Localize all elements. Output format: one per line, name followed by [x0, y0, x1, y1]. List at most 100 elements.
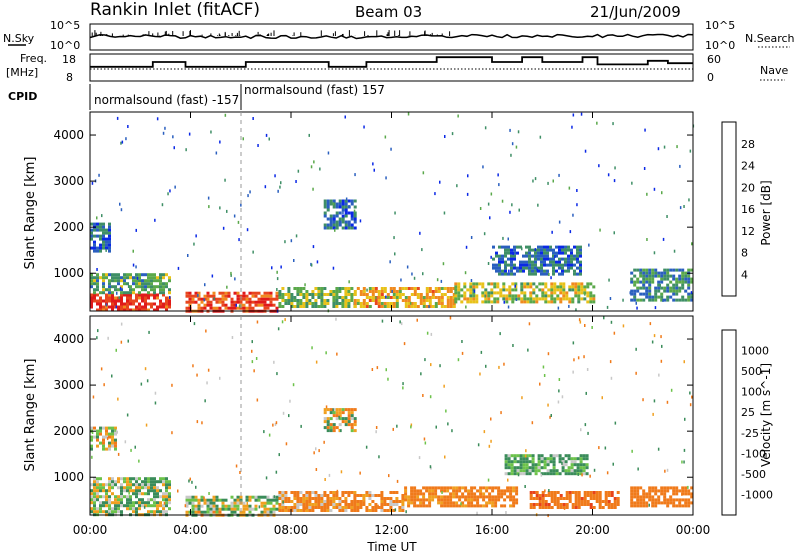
heatmap-cell [233, 306, 237, 310]
heatmap-cell [320, 503, 324, 506]
heatmap-cell [482, 486, 486, 490]
heatmap-cell [580, 282, 584, 286]
heatmap-cell [633, 268, 637, 272]
heatmap-cell [114, 299, 117, 303]
heatmap-cell [332, 491, 336, 494]
heatmap-cell [323, 226, 327, 230]
scatter-echo [518, 208, 520, 212]
heatmap-cell [663, 286, 667, 290]
heatmap-cell [108, 477, 111, 481]
heatmap-cell [323, 506, 327, 509]
heatmap-cell [579, 266, 582, 270]
heatmap-cell [532, 497, 536, 500]
heatmap-cell [531, 263, 534, 267]
scatter-echo [512, 344, 514, 347]
scatter-echo [681, 492, 683, 496]
scatter-echo [378, 455, 380, 459]
heatmap-cell [242, 291, 246, 295]
heatmap-cell [102, 282, 105, 286]
heatmap-cell [135, 293, 138, 297]
heatmap-cell [678, 274, 682, 278]
scatter-echo [363, 498, 365, 502]
heatmap-cell [135, 492, 138, 496]
scatter-echo [392, 427, 394, 431]
heatmap-cell [398, 287, 402, 290]
heatmap-cell [197, 510, 201, 514]
heatmap-cell [311, 302, 315, 305]
heatmap-cell [428, 287, 432, 290]
heatmap-cell [449, 492, 453, 496]
heatmap-cell [449, 299, 453, 302]
scatter-echo [315, 468, 318, 471]
scatter-echo [657, 447, 660, 451]
heatmap-cell [159, 302, 162, 306]
heatmap-cell [284, 302, 288, 305]
heatmap-cell [469, 294, 473, 298]
heatmap-cell [642, 271, 646, 275]
scatter-echo [575, 308, 577, 312]
heatmap-cell [344, 296, 348, 299]
heatmap-cell [341, 305, 345, 308]
heatmap-cell [194, 498, 198, 502]
heatmap-cell [353, 211, 357, 215]
heatmap-cell [224, 291, 228, 295]
heatmap-cell [224, 297, 228, 301]
heatmap-cell [99, 276, 102, 280]
heatmap-cell [604, 494, 608, 497]
heatmap-cell [556, 294, 560, 298]
scatter-echo [204, 283, 206, 287]
heatmap-cell [515, 492, 519, 496]
scatter-echo [297, 169, 300, 173]
heatmap-cell [528, 245, 531, 249]
heatmap-cell [395, 503, 399, 506]
heatmap-cell [526, 285, 530, 289]
scatter-echo [213, 297, 215, 301]
heatmap-cell [224, 294, 228, 298]
heatmap-cell [454, 300, 458, 304]
heatmap-cell [320, 302, 324, 305]
heatmap-cell [105, 489, 108, 493]
heatmap-cell [150, 486, 153, 490]
heatmap-cell [589, 300, 593, 304]
scatter-echo [315, 447, 317, 451]
heatmap-cell [90, 498, 93, 502]
heatmap-cell [129, 504, 132, 508]
heatmap-cell [263, 297, 267, 301]
heatmap-cell [428, 495, 432, 499]
scatter-echo [470, 236, 473, 239]
heatmap-cell [470, 501, 474, 505]
heatmap-cell [353, 417, 357, 421]
heatmap-cell [305, 293, 309, 296]
scatter-echo [426, 331, 429, 335]
heatmap-cell [510, 272, 513, 276]
heatmap-cell [123, 477, 126, 481]
heatmap-cell [392, 296, 396, 299]
scatter-echo [171, 383, 173, 387]
heatmap-cell [335, 220, 339, 224]
scatter-echo [226, 285, 228, 289]
heatmap-cell [356, 299, 360, 302]
heatmap-cell [513, 251, 516, 255]
heatmap-cell [326, 494, 330, 497]
heatmap-cell [114, 441, 117, 445]
heatmap-cell [543, 251, 546, 255]
scatter-echo [116, 116, 119, 120]
heatmap-cell [687, 292, 691, 296]
heatmap-cell [132, 501, 135, 505]
heatmap-cell [165, 483, 168, 487]
heatmap-cell [159, 282, 162, 286]
heatmap-cell [150, 279, 153, 283]
scatter-echo [336, 352, 338, 356]
heatmap-cell [93, 282, 96, 286]
heatmap-cell [645, 501, 649, 505]
heatmap-cell [335, 296, 339, 299]
heatmap-cell [105, 231, 108, 235]
heatmap-cell [678, 498, 682, 502]
heatmap-cell [93, 507, 96, 511]
heatmap-cell [437, 290, 441, 293]
heatmap-cell [105, 288, 108, 292]
heatmap-cell [302, 509, 306, 512]
heatmap-cell [636, 277, 640, 281]
heatmap-cell [678, 298, 682, 302]
heatmap-cell [102, 308, 105, 312]
